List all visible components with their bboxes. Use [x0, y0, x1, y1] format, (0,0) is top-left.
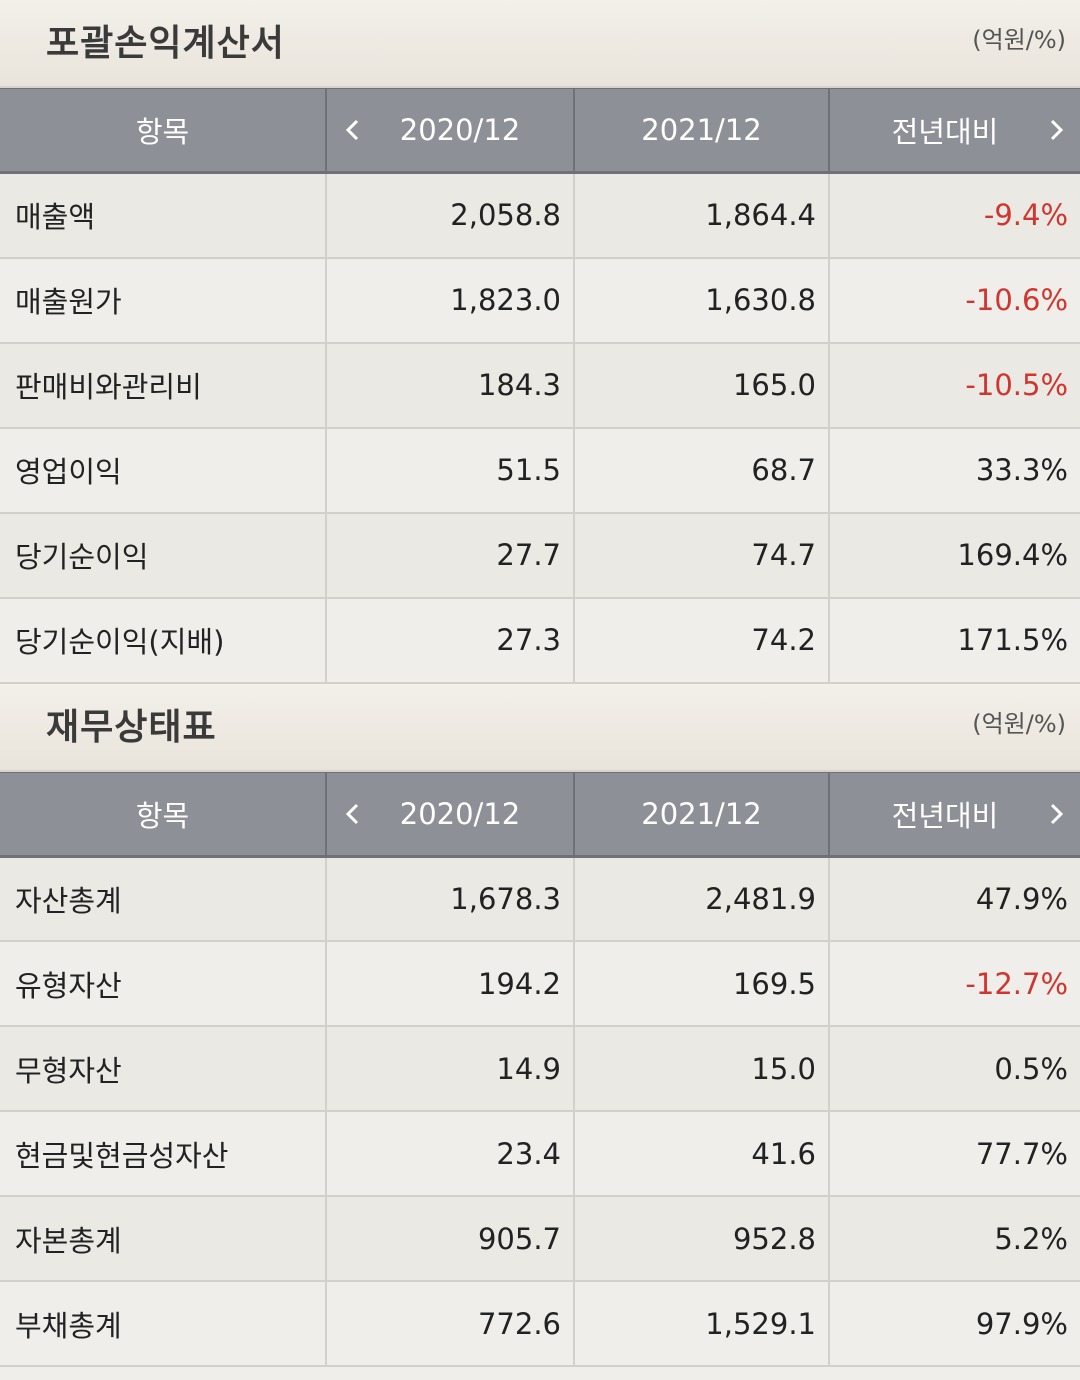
value-2021: 15.0	[573, 1026, 829, 1112]
row-label: 영업이익	[0, 427, 326, 514]
row-label: 부채총계	[0, 1281, 326, 1367]
value-2020: 2,058.8	[325, 172, 574, 259]
value-2021: 74.2	[573, 597, 829, 684]
value-2020: 23.4	[325, 1111, 574, 1197]
income-statement-title: 포괄손익계산서	[46, 23, 285, 64]
value-2021: 952.8	[573, 1196, 829, 1282]
table-row: 판매비와관리비 184.3 165.0 -10.5%	[0, 342, 1080, 429]
header-year-2021: 2021/12	[573, 88, 829, 174]
value-change: 77.7%	[828, 1111, 1080, 1197]
row-label: 판매비와관리비	[0, 342, 326, 429]
value-2021: 74.7	[573, 512, 829, 599]
table-row: 매출원가 1,823.0 1,630.8 -10.6%	[0, 257, 1080, 344]
chevron-right-icon[interactable]	[1042, 800, 1070, 828]
value-2021: 68.7	[573, 427, 829, 514]
row-label: 무형자산	[0, 1026, 326, 1112]
value-2021: 1,529.1	[573, 1281, 829, 1367]
income-statement-table: 항목 2020/12 2021/12 전년대비 매출액 2,0	[0, 88, 1080, 684]
chevron-left-icon[interactable]	[339, 800, 367, 828]
value-2020: 1,678.3	[325, 856, 574, 942]
value-2021: 1,630.8	[573, 257, 829, 344]
chevron-right-icon[interactable]	[1042, 116, 1070, 144]
income-statement-header: 포괄손익계산서 (억원/%)	[0, 0, 1080, 88]
table-row: 자본총계 905.7 952.8 5.2%	[0, 1196, 1080, 1282]
value-change: -12.7%	[828, 941, 1080, 1027]
value-change: 5.2%	[828, 1196, 1080, 1282]
row-label: 당기순이익(지배)	[0, 597, 326, 684]
value-2021: 1,864.4	[573, 172, 829, 259]
value-2020: 194.2	[325, 941, 574, 1027]
value-2020: 772.6	[325, 1281, 574, 1367]
value-change: 0.5%	[828, 1026, 1080, 1112]
value-change: -10.5%	[828, 342, 1080, 429]
value-2020: 51.5	[325, 427, 574, 514]
table-row: 자산총계 1,678.3 2,481.9 47.9%	[0, 856, 1080, 942]
table-row: 현금및현금성자산 23.4 41.6 77.7%	[0, 1111, 1080, 1197]
value-2021: 41.6	[573, 1111, 829, 1197]
header-change: 전년대비	[828, 771, 1080, 858]
value-change: 171.5%	[828, 597, 1080, 684]
balance-sheet-table: 항목 2020/12 2021/12 전년대비 자산총계 1,	[0, 771, 1080, 1367]
row-label: 매출원가	[0, 257, 326, 344]
balance-sheet-title: 재무상태표	[46, 706, 217, 748]
table-row: 당기순이익(지배) 27.3 74.2 171.5%	[0, 597, 1080, 684]
row-label: 현금및현금성자산	[0, 1111, 326, 1197]
value-2020: 1,823.0	[325, 257, 574, 344]
header-year-2021: 2021/12	[573, 771, 829, 858]
value-2021: 169.5	[573, 941, 829, 1027]
table-row: 당기순이익 27.7 74.7 169.4%	[0, 512, 1080, 599]
header-year-2020: 2020/12	[325, 771, 574, 858]
value-2020: 27.7	[325, 512, 574, 599]
chevron-left-icon[interactable]	[339, 116, 367, 144]
value-2020: 905.7	[325, 1196, 574, 1282]
row-label: 매출액	[0, 172, 326, 259]
header-item: 항목	[0, 771, 326, 858]
header-year-2020: 2020/12	[325, 88, 574, 174]
table-header-row: 항목 2020/12 2021/12 전년대비	[0, 88, 1080, 174]
row-label: 자본총계	[0, 1196, 326, 1282]
value-2020: 184.3	[325, 342, 574, 429]
value-change: 169.4%	[828, 512, 1080, 599]
table-row: 유형자산 194.2 169.5 -12.7%	[0, 941, 1080, 1027]
table-header-row: 항목 2020/12 2021/12 전년대비	[0, 771, 1080, 858]
value-2021: 2,481.9	[573, 856, 829, 942]
value-2021: 165.0	[573, 342, 829, 429]
value-2020: 14.9	[325, 1026, 574, 1112]
value-change: -10.6%	[828, 257, 1080, 344]
table-row: 무형자산 14.9 15.0 0.5%	[0, 1026, 1080, 1112]
balance-sheet-header: 재무상태표 (억원/%)	[0, 683, 1080, 772]
table-row: 부채총계 772.6 1,529.1 97.9%	[0, 1281, 1080, 1367]
value-change: 33.3%	[828, 427, 1080, 514]
row-label: 유형자산	[0, 941, 326, 1027]
balance-sheet-unit: (억원/%)	[972, 709, 1066, 738]
header-item: 항목	[0, 88, 326, 174]
value-change: 97.9%	[828, 1281, 1080, 1367]
table-row: 영업이익 51.5 68.7 33.3%	[0, 427, 1080, 514]
row-label: 당기순이익	[0, 512, 326, 599]
header-change: 전년대비	[828, 88, 1080, 174]
value-change: -9.4%	[828, 172, 1080, 259]
value-2020: 27.3	[325, 597, 574, 684]
income-statement-unit: (억원/%)	[972, 26, 1066, 54]
table-row: 매출액 2,058.8 1,864.4 -9.4%	[0, 172, 1080, 259]
row-label: 자산총계	[0, 856, 326, 942]
value-change: 47.9%	[828, 856, 1080, 942]
